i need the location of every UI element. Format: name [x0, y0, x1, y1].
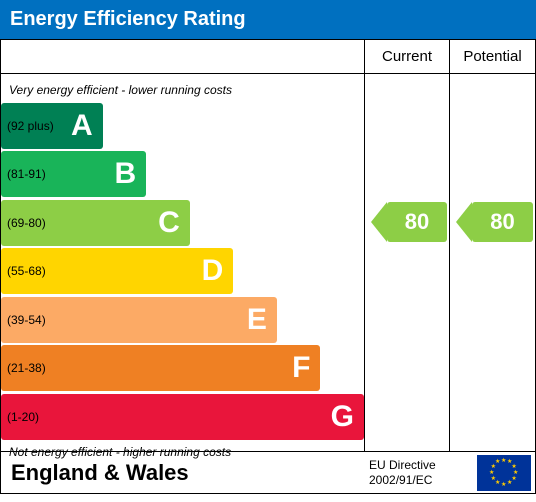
current-pointer: 80	[371, 202, 447, 242]
band-letter: C	[158, 206, 180, 240]
header-current: Current	[365, 40, 450, 73]
eu-flag-icon: ★★★★★★★★★★★★	[477, 455, 531, 491]
band-letter: D	[202, 254, 224, 288]
band-range: (39-54)	[1, 313, 46, 327]
band-d: (55-68) D	[1, 248, 233, 294]
band-e: (39-54) E	[1, 297, 277, 343]
band-c: (69-80) C	[1, 200, 190, 246]
header-row: Current Potential	[1, 40, 535, 74]
header-spacer	[1, 40, 365, 73]
band-range: (92 plus)	[1, 119, 54, 133]
pointer-arrow-icon	[456, 202, 472, 242]
eu-flag: ★★★★★★★★★★★★	[473, 452, 535, 494]
band-range: (81-91)	[1, 167, 46, 181]
current-value: 80	[387, 202, 447, 242]
band-range: (1-20)	[1, 410, 39, 424]
directive-label: EU Directive	[369, 458, 469, 472]
band-range: (69-80)	[1, 216, 46, 230]
footer-directive: EU Directive 2002/91/EC	[365, 456, 473, 489]
chart-box: Current Potential Very energy efficient …	[0, 39, 536, 494]
footer-region: England & Wales	[1, 460, 365, 486]
band-b: (81-91) B	[1, 151, 146, 197]
potential-value: 80	[472, 202, 533, 242]
potential-pointer: 80	[456, 202, 533, 242]
band-g: (1-20) G	[1, 394, 364, 440]
title-bar: Energy Efficiency Rating	[0, 0, 536, 39]
note-bottom: Not energy efficient - higher running co…	[1, 442, 364, 462]
band-letter: F	[292, 351, 310, 385]
pointer-arrow-icon	[371, 202, 387, 242]
band-letter: E	[247, 303, 267, 337]
note-top: Very energy efficient - lower running co…	[1, 80, 364, 100]
band-f: (21-38) F	[1, 345, 320, 391]
potential-col: 80	[450, 74, 535, 451]
body-row: Very energy efficient - lower running co…	[1, 74, 535, 451]
band-letter: B	[115, 157, 137, 191]
current-col: 80	[365, 74, 450, 451]
band-letter: G	[331, 400, 354, 434]
band-a: (92 plus) A	[1, 103, 103, 149]
header-potential: Potential	[450, 40, 535, 73]
bands-area: Very energy efficient - lower running co…	[1, 74, 365, 451]
band-range: (21-38)	[1, 361, 46, 375]
epc-chart: Energy Efficiency Rating Current Potenti…	[0, 0, 536, 502]
directive-code: 2002/91/EC	[369, 473, 469, 487]
band-letter: A	[71, 109, 93, 143]
band-range: (55-68)	[1, 264, 46, 278]
